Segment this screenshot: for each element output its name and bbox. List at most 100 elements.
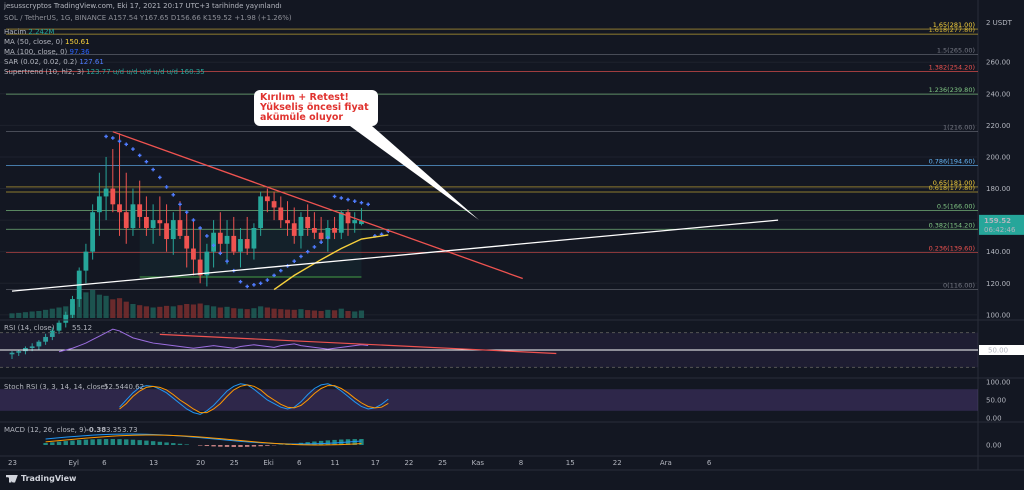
volume-bar — [217, 307, 223, 318]
sar-point — [151, 167, 155, 172]
indicator-1[interactable]: MA (50, close, 0) 150.61 — [4, 38, 90, 47]
candle-body — [271, 201, 277, 208]
time-tick-label: 13 — [149, 459, 158, 467]
candle-body — [16, 351, 22, 353]
stoch-k-line — [119, 383, 389, 415]
candle-body — [29, 346, 35, 348]
time-tick-label: Ara — [660, 459, 672, 467]
price-tick-label: 220.00 — [986, 122, 1011, 130]
candle-body — [345, 212, 351, 224]
candle-body — [164, 223, 169, 240]
indicator-value: 97.36 — [69, 48, 90, 56]
tradingview-brand[interactable]: TradingView — [6, 474, 76, 483]
sar-point — [191, 218, 196, 222]
candle-body — [285, 220, 290, 224]
volume-bar — [103, 295, 109, 318]
fib-level-label: 0.5(166.00) — [937, 203, 975, 211]
indicator-0[interactable]: Hacim 2.242M — [4, 28, 54, 37]
fib-level-label: 1.236(239.80) — [929, 86, 975, 94]
volume-bar — [251, 308, 257, 318]
indicator-2[interactable]: MA (100, close, 0) 97.36 — [4, 48, 90, 57]
sar-point — [305, 249, 310, 254]
macd-hist-bar — [50, 442, 55, 445]
time-tick-label: 8 — [519, 459, 523, 467]
fib-level-label: 0.65(181.00) — [933, 179, 975, 187]
macd-hist-bar — [124, 439, 129, 445]
macd-hist-bar — [359, 439, 364, 445]
volume-bar — [358, 310, 365, 318]
sar-point — [366, 202, 370, 207]
volume-bar — [130, 304, 136, 318]
candle-body — [298, 216, 304, 236]
macd-hist-bar — [231, 445, 236, 447]
indicator-value: 127.61 — [79, 58, 104, 66]
candle-body — [217, 232, 223, 244]
volume-bar — [264, 307, 270, 318]
last-price-tag — [979, 214, 1024, 235]
macd-hist-bar — [97, 439, 102, 445]
indicator-3[interactable]: SAR (0.02, 0.02, 0.2) 127.61 — [4, 58, 104, 67]
sar-point — [137, 153, 142, 158]
callout-line-2: Yükseliş öncesi fiyat — [260, 102, 369, 113]
sar-point — [339, 196, 344, 200]
macd-hist-bar — [318, 440, 324, 445]
candle-body — [224, 235, 230, 244]
indicator-label: SAR (0.02, 0.02, 0.2) — [4, 58, 80, 66]
trendline-descending — [112, 131, 523, 280]
sar-point — [117, 139, 122, 143]
time-tick-label: 11 — [331, 459, 340, 467]
macd-hist-bar — [130, 439, 136, 445]
volume-bar — [338, 308, 344, 318]
volume-bar — [123, 301, 129, 318]
volume-bar — [22, 312, 29, 318]
macd-hist-bar — [117, 439, 122, 445]
callout-line-1: Kırılım + Retest! — [260, 92, 349, 103]
callout-pointer — [350, 126, 479, 220]
macd-hist-bar — [218, 445, 223, 447]
rsi-label: RSI (14, close) — [4, 324, 55, 332]
volume-bar — [184, 304, 190, 318]
indicator-label: MA (50, close, 0) — [4, 38, 66, 46]
candle-body — [352, 220, 358, 224]
volume-bar — [224, 306, 230, 318]
candle-body — [56, 322, 62, 331]
volume-bar — [318, 311, 324, 318]
sar-point — [319, 240, 323, 245]
macd-hist-bar — [157, 441, 163, 445]
macd-hist-bar — [224, 445, 230, 447]
indicator-value: 2.242M — [28, 28, 55, 36]
macd-hist-bar — [90, 439, 95, 445]
candle-body — [264, 196, 270, 202]
time-tick-label: Eyl — [68, 459, 79, 467]
stoch-tick-label: 100.00 — [986, 379, 1011, 387]
indicator-4[interactable]: Supertrend (10, hl2, 3) 123.77 u/d u/d u… — [4, 68, 205, 77]
macd-hist-bar — [325, 440, 331, 445]
candle-body — [90, 212, 96, 252]
candle-body — [312, 228, 317, 233]
price-axis-panel — [978, 0, 1024, 470]
time-tick-label: 25 — [230, 459, 239, 467]
macd-hist-bar — [56, 441, 62, 445]
volume-bar — [305, 310, 311, 318]
candle-body — [197, 259, 203, 276]
macd-hist-bar — [77, 440, 82, 445]
volume-bar — [258, 306, 264, 318]
macd-hist-bar — [265, 445, 270, 446]
sar-point — [218, 251, 223, 256]
volume-bar — [16, 312, 22, 318]
candle-body — [318, 232, 324, 240]
candle-body — [103, 188, 109, 197]
sar-point — [178, 202, 182, 207]
candle-body — [238, 239, 243, 252]
candle-body — [43, 336, 48, 342]
macd-hist-bar — [137, 440, 142, 445]
ma50-line — [273, 234, 389, 291]
symbol-line: SOL / TetherUS, 1G, BINANCE A157.54 Y167… — [4, 14, 292, 22]
macd-label: MACD (12, 26, close, 9) — [4, 426, 87, 434]
macd-hist-bar — [258, 445, 263, 447]
callout-annotation: Kırılım + Retest! Yükseliş öncesi fiyat … — [254, 90, 378, 126]
volume-bar — [237, 308, 244, 318]
candle-body — [83, 251, 89, 271]
macd-hist-bar — [110, 439, 115, 445]
